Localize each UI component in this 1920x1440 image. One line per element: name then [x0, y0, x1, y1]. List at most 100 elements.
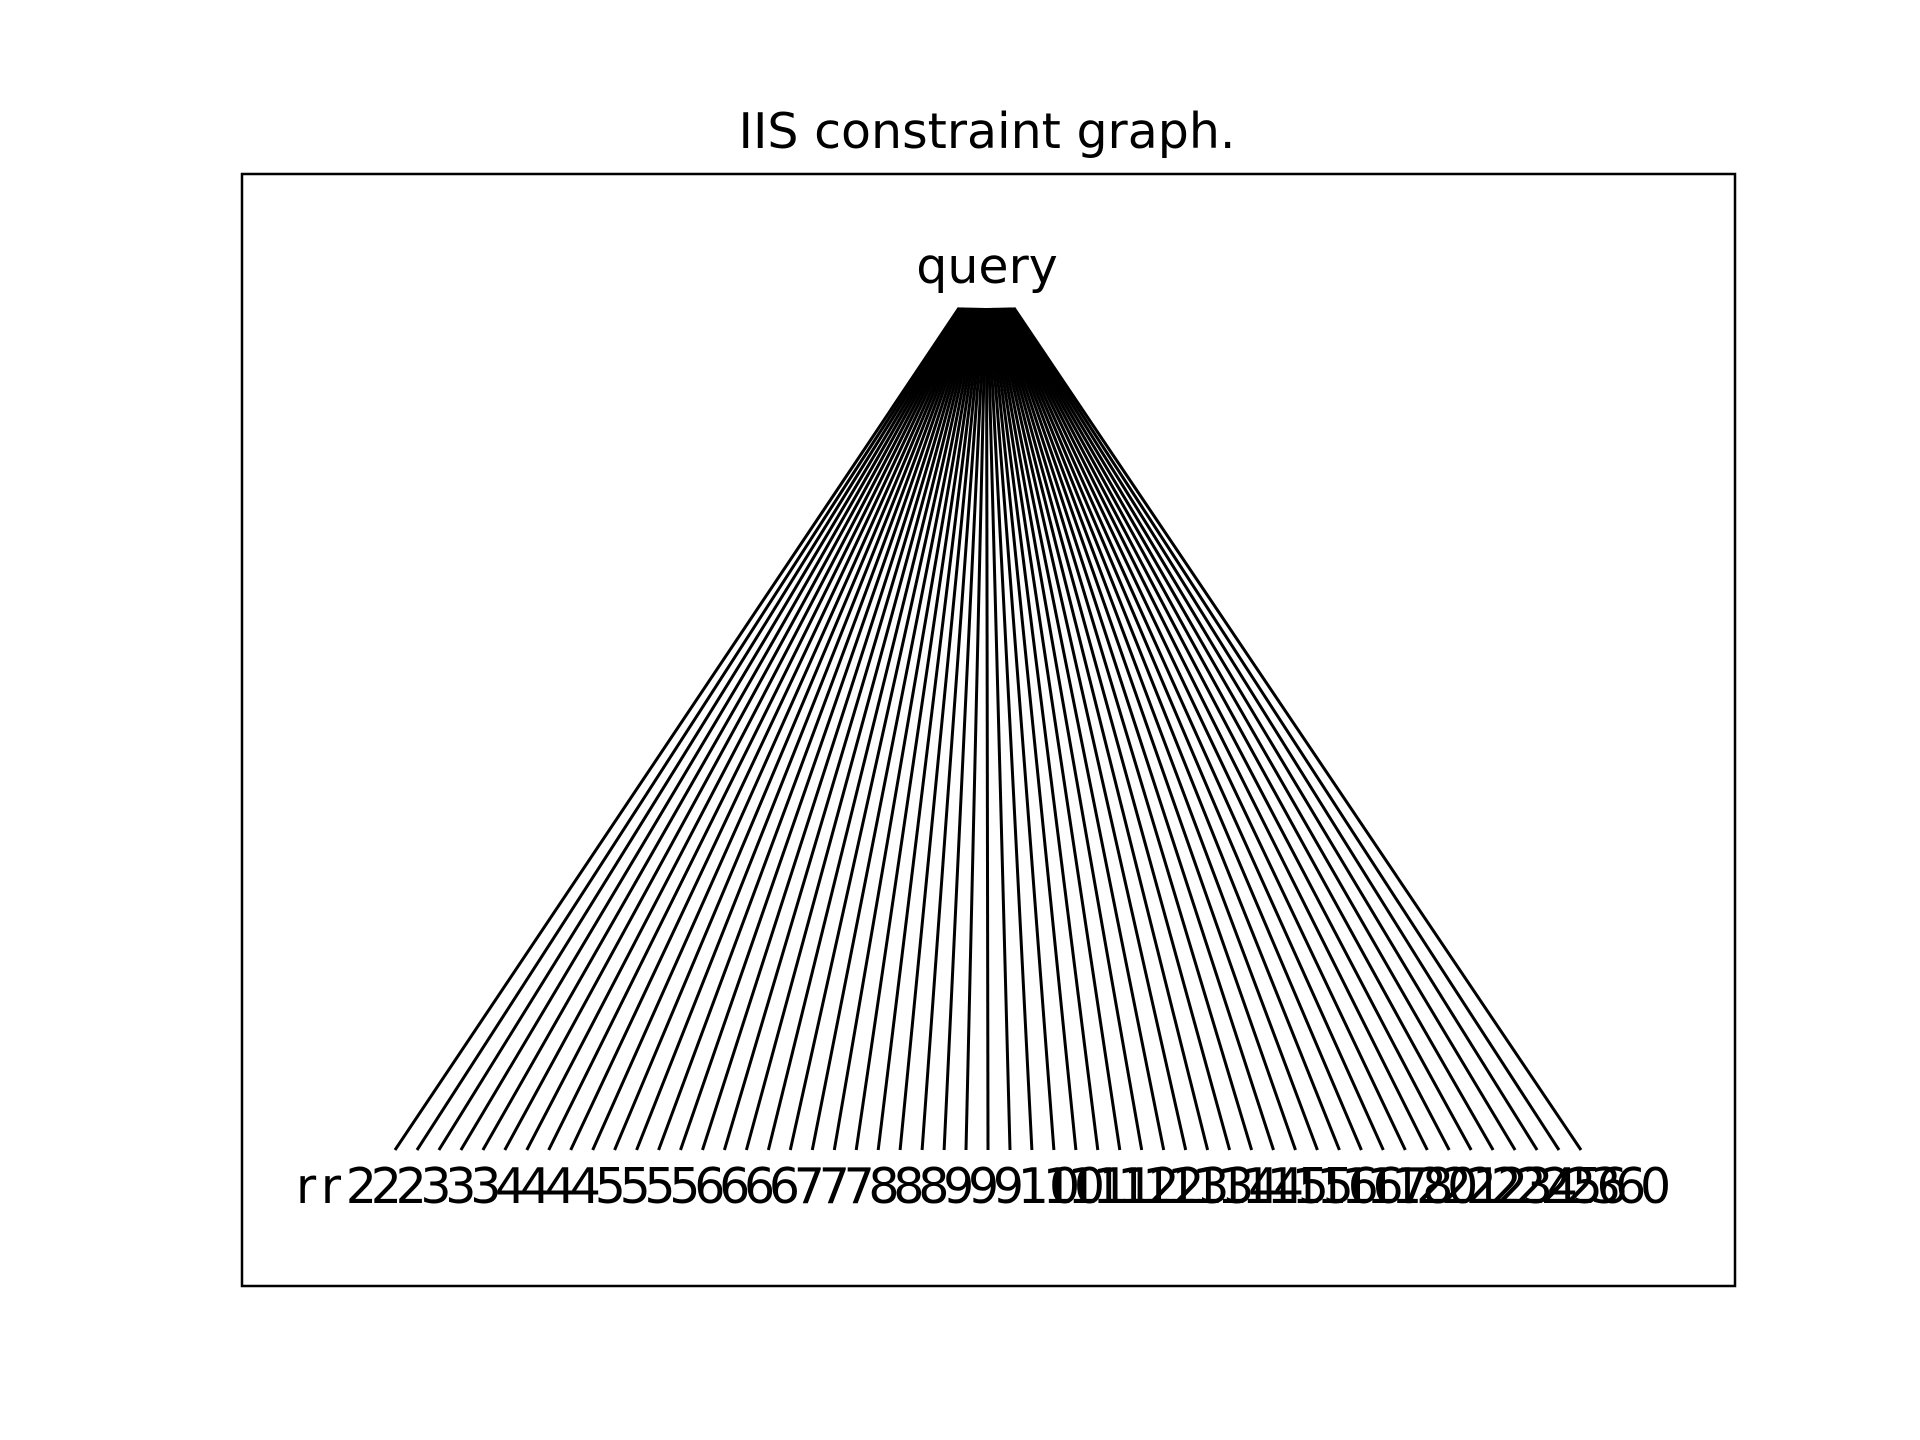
- graph-edge: [832, 307, 981, 1151]
- leaf-node-label: 10: [1043, 1158, 1105, 1215]
- leaf-node-label: 20: [1416, 1158, 1478, 1215]
- leaf-node-label: 3: [420, 1158, 451, 1215]
- graph-edge: [990, 307, 1100, 1151]
- leaf-node-label: 12: [1117, 1158, 1179, 1215]
- leaf-node-label: 6: [1615, 1158, 1646, 1215]
- leaf-node-label: 13: [1167, 1158, 1229, 1215]
- graph-edge: [989, 307, 1078, 1151]
- graph-edge: [997, 307, 1254, 1151]
- graph-edge: [701, 307, 975, 1151]
- leaf-label-group: r r 22233344445555666677788899910101111121…: [296, 1158, 1671, 1215]
- graph-edge: [613, 307, 971, 1151]
- graph-edge: [1007, 307, 1473, 1151]
- graph-edge: [1008, 307, 1495, 1151]
- leaf-node-label: 4: [520, 1158, 551, 1215]
- leaf-node-label: r: [296, 1158, 317, 1215]
- graph-edge: [987, 307, 1034, 1151]
- graph-edge: [679, 307, 974, 1151]
- graph-edge: [1009, 307, 1517, 1151]
- leaf-node-label: 9: [968, 1158, 999, 1215]
- leaf-node-label: 16: [1341, 1158, 1403, 1215]
- root-node-label: query: [916, 238, 1057, 295]
- leaf-node-label: 8: [918, 1158, 949, 1215]
- leaf-node-label: 7: [794, 1158, 825, 1215]
- leaf-node-label: 22: [1466, 1158, 1528, 1215]
- leaf-node-label: 3: [445, 1158, 476, 1215]
- graph-edge: [996, 307, 1232, 1151]
- graph-edge: [988, 307, 1056, 1151]
- graph-edge: [999, 307, 1297, 1151]
- graph-edge: [415, 307, 962, 1151]
- leaf-node-label: 25: [1540, 1158, 1602, 1215]
- graph-edge: [994, 307, 1188, 1151]
- graph-edge: [993, 307, 1166, 1151]
- graph-edge: [569, 307, 969, 1151]
- graph-edge: [547, 307, 968, 1151]
- graph-edge: [788, 307, 979, 1151]
- leaf-node-label: 2: [346, 1158, 377, 1215]
- leaf-node-label: 9: [943, 1158, 974, 1215]
- axes-frame: [240, 172, 1737, 1288]
- leaf-node-label: 15: [1267, 1158, 1329, 1215]
- graph-edge: [591, 307, 970, 1151]
- graph-edge: [1011, 307, 1561, 1151]
- graph-edge: [854, 307, 982, 1151]
- leaf-node-label: 6: [769, 1158, 800, 1215]
- leaf-node-label: 14: [1217, 1158, 1279, 1215]
- leaf-node-label: 8: [893, 1158, 924, 1215]
- graph-title: IIS constraint graph.: [739, 103, 1236, 160]
- leaf-node-label: 3: [1590, 1158, 1621, 1215]
- graph-edge: [898, 307, 984, 1151]
- leaf-node-label: 6: [744, 1158, 775, 1215]
- graph-edge: [635, 307, 972, 1151]
- leaf-node-label: 24: [1516, 1158, 1578, 1215]
- leaf-node-label: 7: [819, 1158, 850, 1215]
- graph-edge: [876, 307, 983, 1151]
- graph-edge: [985, 307, 990, 1151]
- graph-edge: [995, 307, 1210, 1151]
- graph-edge: [1000, 307, 1319, 1151]
- leaf-node-label: 4: [495, 1158, 526, 1215]
- graph-edge: [393, 307, 961, 1151]
- leaf-node-label: 0: [1640, 1158, 1671, 1215]
- graph-edge: [920, 307, 985, 1151]
- graph-edge: [744, 307, 977, 1151]
- leaf-node-label: 6: [694, 1158, 725, 1215]
- graph-edge: [1006, 307, 1451, 1151]
- leaf-node-label: 11: [1068, 1158, 1130, 1215]
- leaf-node-label: 18: [1391, 1158, 1453, 1215]
- graph-edge: [1010, 307, 1539, 1151]
- graph-edge: [1003, 307, 1385, 1151]
- leaf-node-label: 5: [595, 1158, 626, 1215]
- leaf-node-label: 21: [1441, 1158, 1503, 1215]
- graph-edge: [991, 307, 1122, 1151]
- graph-edge: [1002, 307, 1363, 1151]
- graph-edge: [1012, 307, 1583, 1151]
- leaf-node-label: 14: [1242, 1158, 1304, 1215]
- leaf-node-label: 8: [868, 1158, 899, 1215]
- leaf-node-label: 13: [1192, 1158, 1254, 1215]
- leaf-node-label: 4: [570, 1158, 601, 1215]
- leaf-node-label: 5: [669, 1158, 700, 1215]
- leaf-node-label: 2: [371, 1158, 402, 1215]
- graph-edge: [657, 307, 973, 1151]
- leaf-node-label: 12: [1142, 1158, 1204, 1215]
- leaf-node-label: 17: [1366, 1158, 1428, 1215]
- graph-edge: [525, 307, 967, 1151]
- graph-edge: [964, 307, 987, 1151]
- leaf-node-label: 6: [719, 1158, 750, 1215]
- leaf-node-label: 5: [620, 1158, 651, 1215]
- leaf-node-label: 10: [1018, 1158, 1080, 1215]
- graph-edge: [481, 307, 965, 1151]
- leaf-node-label: 11: [1092, 1158, 1154, 1215]
- graph-edge: [998, 307, 1275, 1151]
- graph-edge: [810, 307, 980, 1151]
- leaf-node-label: 7: [844, 1158, 875, 1215]
- graph-edge: [1001, 307, 1341, 1151]
- leaf-node-label: 2: [396, 1158, 427, 1215]
- leaf-node-label: 23: [1491, 1158, 1553, 1215]
- graph-edge: [503, 307, 966, 1151]
- graph-edge: [766, 307, 978, 1151]
